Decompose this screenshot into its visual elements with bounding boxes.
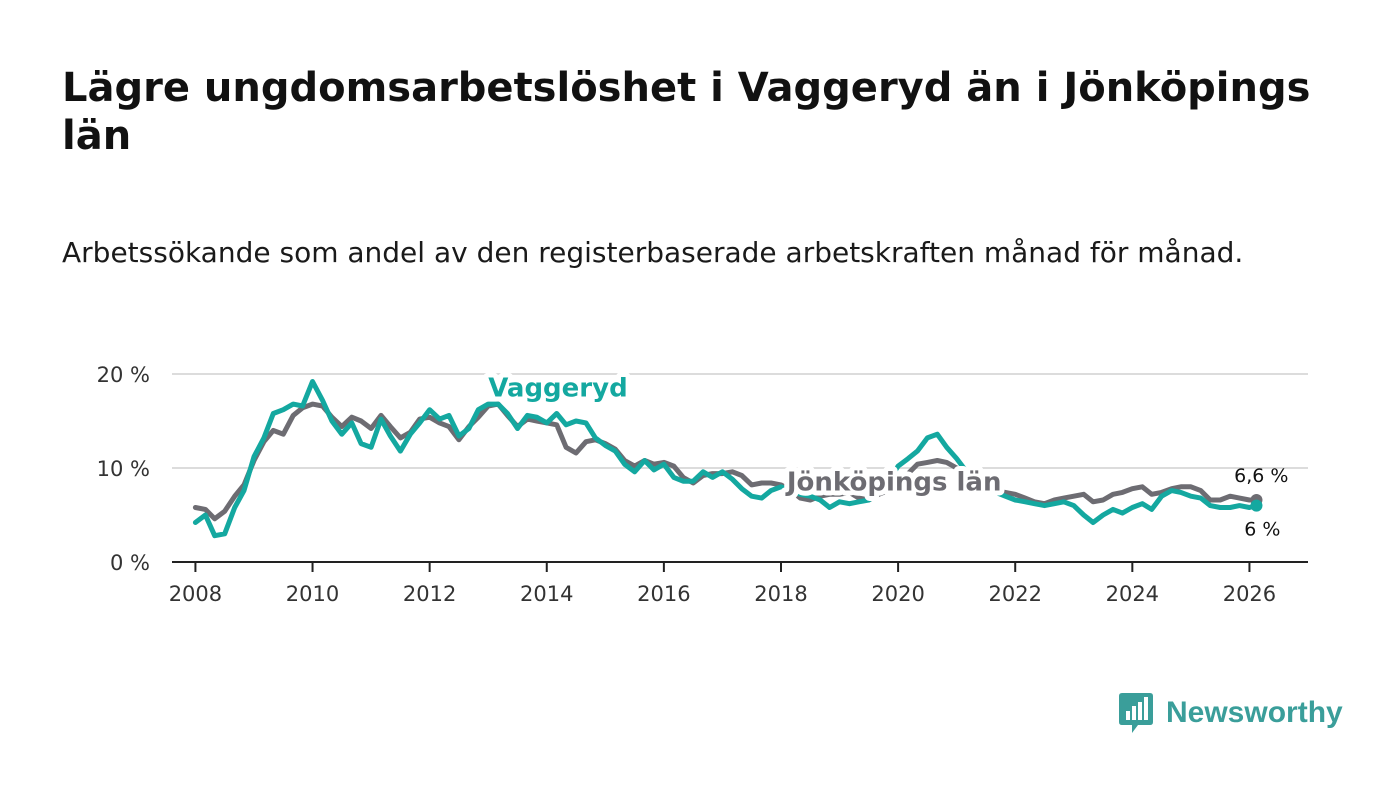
chart-subtitle: Arbetssökande som andel av den registerb… [62,236,1244,269]
series-line-vaggeryd [192,379,1259,539]
series-label-halo: Vaggeryd [488,374,627,404]
series-end-point [1250,499,1263,512]
y-tick-label: 20 % [97,363,150,387]
y-tick-label: 0 % [110,551,150,575]
series-line-jönköpings-län [192,401,1259,522]
x-tick-label: 2020 [871,582,924,606]
x-tick-label: 2008 [169,582,222,606]
series-label-halo: Jönköpings län [785,468,1002,498]
y-tick-label: 10 % [97,457,150,481]
gridlines [172,373,1308,469]
x-tick-label: 2018 [754,582,807,606]
series-label: Jönköpings län [785,468,1002,498]
series-lines [192,379,1263,539]
end-value-label: 6 % [1244,519,1280,541]
x-tick-label: 2026 [1223,582,1276,606]
x-tick-label: 2024 [1106,582,1159,606]
x-tick-label: 2010 [286,582,339,606]
x-tick-label: 2022 [988,582,1041,606]
brand-name: Newsworthy [1166,696,1343,729]
brand-logo: Newsworthy [1118,690,1343,736]
series-label: Vaggeryd [488,374,627,404]
x-tick-label: 2014 [520,582,573,606]
end-value-label: 6,6 % [1234,465,1288,487]
x-axis: 2008 2010 2012 2014 2016 2018 2020 2022 2024 2026 [169,561,1308,606]
x-tick-label: 2016 [637,582,690,606]
chart-title: Lägre ungdomsarbetslöshet i Vaggeryd än … [62,65,1311,159]
x-tick-label: 2012 [403,582,456,606]
newsworthy-logo-icon [1119,693,1153,733]
y-axis-ticks: 0 % 10 % 20 % [97,363,150,575]
